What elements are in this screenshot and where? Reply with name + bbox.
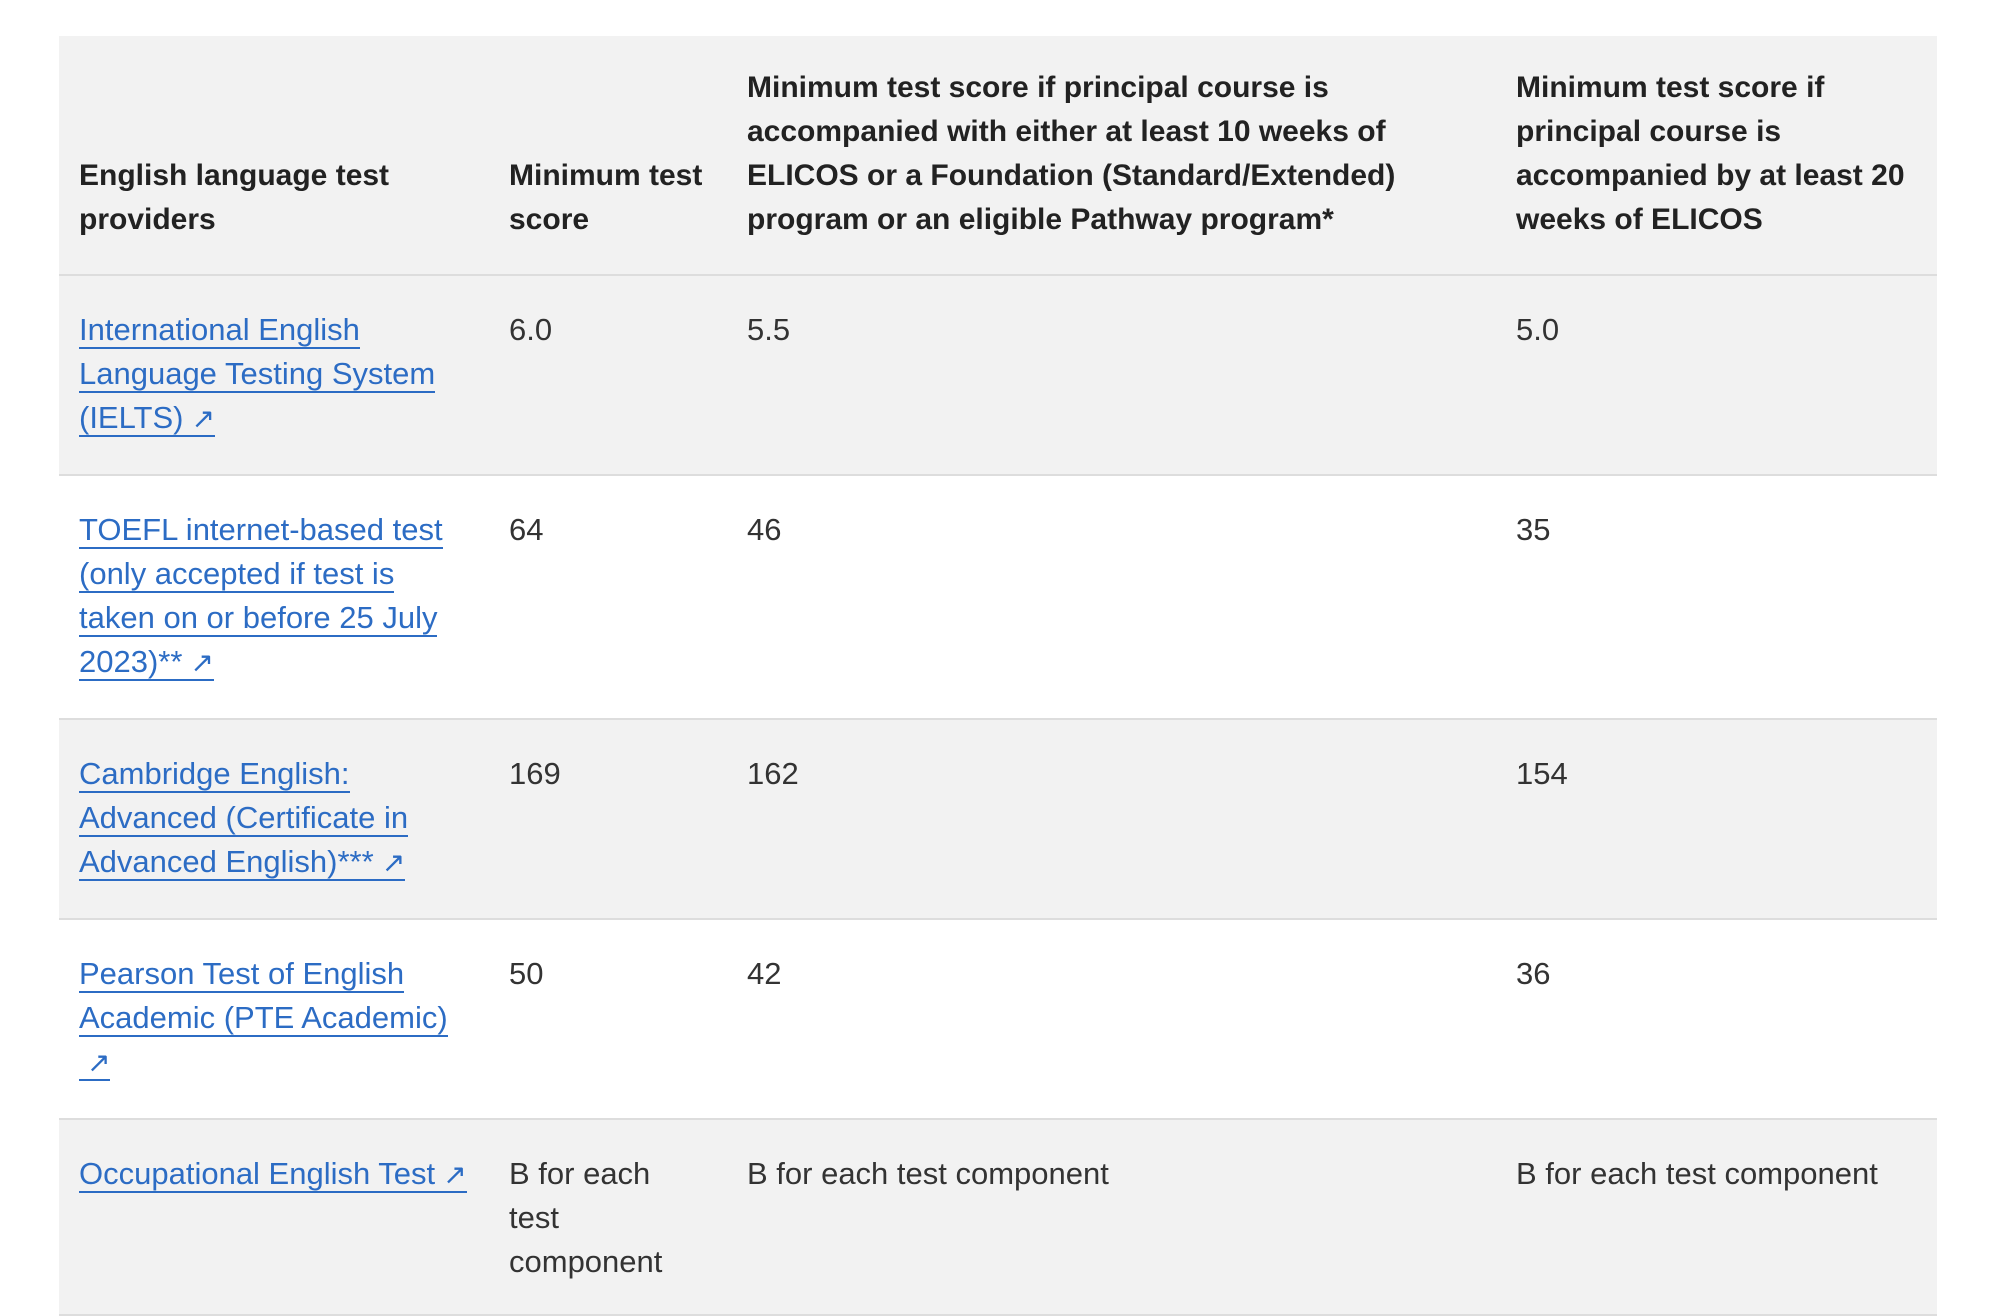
provider-link-oet[interactable]: Occupational English Test ↗ [79, 1156, 467, 1193]
min-score-20-weeks-cell: 36 [1496, 919, 1937, 1120]
table-row: TOEFL internet-based test (only accepted… [59, 475, 1937, 720]
provider-cell: Occupational English Test ↗ [59, 1119, 489, 1316]
min-score-cell: 169 [489, 719, 727, 920]
external-link-icon: ↗ [381, 847, 406, 878]
min-score-20-weeks-cell: 154 [1496, 719, 1937, 920]
provider-link-toefl[interactable]: TOEFL internet-based test (only accepted… [79, 512, 443, 681]
min-score-10-weeks-cell: B for each test component [727, 1119, 1496, 1316]
table-header: English language test providers Minimum … [59, 36, 1937, 276]
header-min-score-10-weeks: Minimum test score if principal course i… [727, 36, 1496, 276]
min-score-cell: B for each test component [489, 1119, 727, 1316]
min-score-cell: 50 [489, 919, 727, 1120]
header-min-score: Minimum test score [489, 36, 727, 276]
min-score-20-weeks-cell: 5.0 [1496, 275, 1937, 476]
english-test-scores-table: English language test providers Minimum … [59, 36, 1937, 1316]
min-score-10-weeks-cell: 5.5 [727, 275, 1496, 476]
provider-link-label: Pearson Test of English Academic (PTE Ac… [79, 956, 448, 1035]
provider-link-label: TOEFL internet-based test (only accepted… [79, 512, 443, 679]
header-providers: English language test providers [59, 36, 489, 276]
min-score-20-weeks-cell: B for each test component [1496, 1119, 1937, 1316]
provider-link-pte[interactable]: Pearson Test of English Academic (PTE Ac… [79, 956, 448, 1081]
min-score-cell: 64 [489, 475, 727, 720]
min-score-10-weeks-cell: 42 [727, 919, 1496, 1120]
provider-cell: Cambridge English: Advanced (Certificate… [59, 719, 489, 920]
min-score-cell: 6.0 [489, 275, 727, 476]
external-link-icon: ↗ [443, 1159, 467, 1190]
english-test-scores-table-container: English language test providers Minimum … [59, 36, 1937, 1316]
table-row: Occupational English Test ↗ B for each te… [59, 1119, 1937, 1316]
min-score-20-weeks-cell: 35 [1496, 475, 1937, 720]
provider-link-label: Cambridge English: Advanced (Certificate… [79, 756, 409, 879]
provider-link-label: International English Language Testing S… [79, 312, 436, 435]
table-body: International English Language Testing S… [59, 275, 1937, 1316]
min-score-10-weeks-cell: 162 [727, 719, 1496, 920]
provider-cell: International English Language Testing S… [59, 275, 489, 476]
provider-cell: Pearson Test of English Academic (PTE Ac… [59, 919, 489, 1120]
table-header-row: English language test providers Minimum … [59, 36, 1937, 276]
provider-link-ielts[interactable]: International English Language Testing S… [79, 312, 436, 437]
external-link-icon: ↗ [191, 403, 215, 434]
table-row: Cambridge English: Advanced (Certificate… [59, 719, 1937, 920]
provider-link-cambridge[interactable]: Cambridge English: Advanced (Certificate… [79, 756, 409, 881]
external-link-icon: ↗ [87, 1047, 111, 1078]
external-link-icon: ↗ [190, 647, 214, 678]
table-row: Pearson Test of English Academic (PTE Ac… [59, 919, 1937, 1120]
provider-cell: TOEFL internet-based test (only accepted… [59, 475, 489, 720]
header-min-score-20-weeks: Minimum test score if principal course i… [1496, 36, 1937, 276]
min-score-10-weeks-cell: 46 [727, 475, 1496, 720]
provider-link-label: Occupational English Test [79, 1156, 436, 1191]
table-row: International English Language Testing S… [59, 275, 1937, 476]
